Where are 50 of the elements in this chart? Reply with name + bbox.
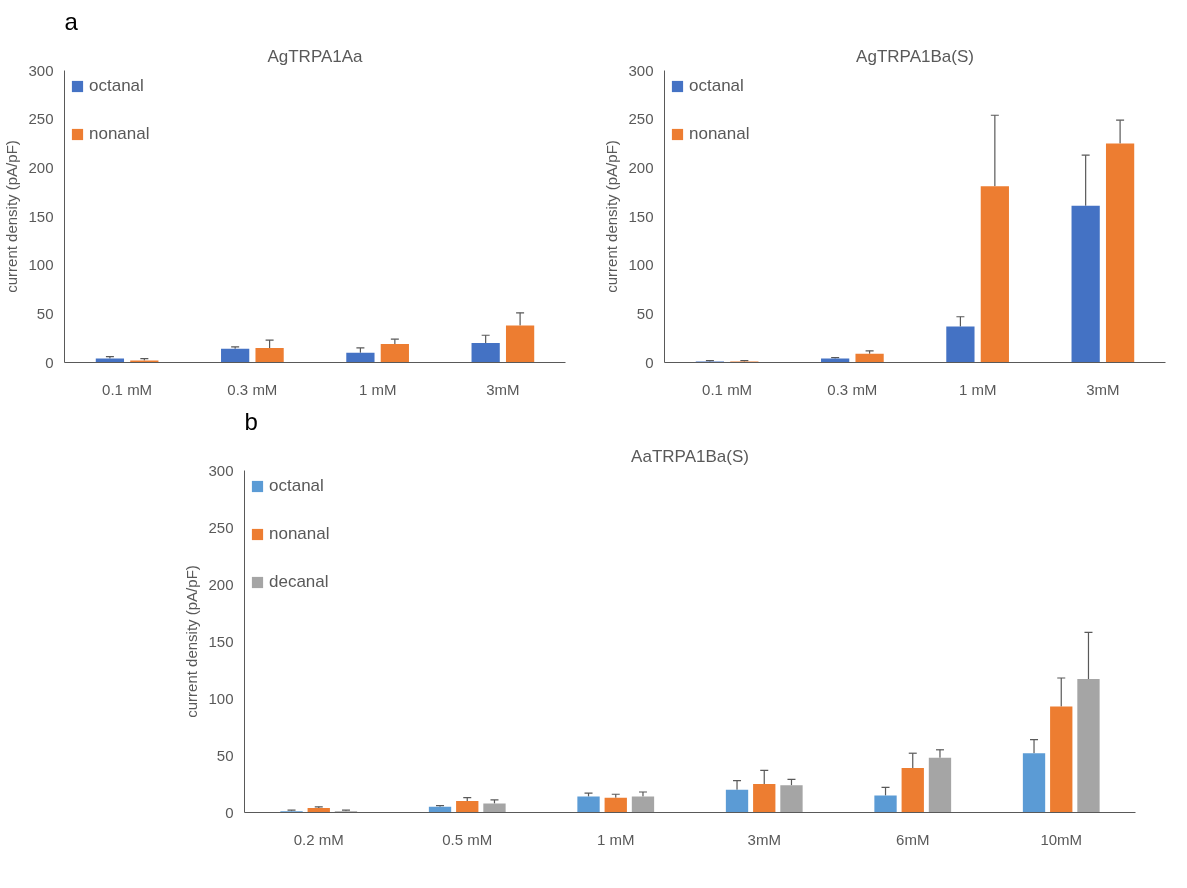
x-tick-label: 6mM	[896, 830, 930, 848]
x-tick-label: 3mM	[486, 380, 520, 398]
y-tick-label: 200	[628, 158, 654, 176]
y-axis-title: current density (pA/pF)	[183, 565, 201, 718]
x-tick-label: 0.3 mM	[227, 380, 278, 398]
y-tick-label: 150	[28, 207, 54, 225]
y-tick-label: 0	[225, 803, 234, 821]
x-tick-label: 0.3 mM	[827, 380, 878, 398]
legend-label: octanal	[89, 76, 144, 96]
y-axis-title: current density (pA/pF)	[603, 140, 621, 293]
chart-title: AgTRPA1Ba(S)	[856, 46, 974, 66]
x-tick-label: 0.2 mM	[293, 830, 344, 848]
y-tick-label: 0	[645, 353, 654, 371]
y-tick-label: 200	[28, 158, 54, 176]
x-tick-label: 0.1 mM	[702, 380, 753, 398]
y-tick-label: 250	[628, 110, 654, 128]
x-tick-label: 0.5 mM	[442, 830, 493, 848]
y-tick-label: 150	[208, 632, 234, 650]
x-tick-label: 1 mM	[597, 830, 635, 848]
chart-title: AaTRPA1Ba(S)	[631, 446, 749, 466]
y-tick-label: 0	[45, 353, 54, 371]
y-axis-title: current density (pA/pF)	[3, 140, 21, 293]
y-tick-label: 100	[28, 256, 54, 274]
y-tick-label: 50	[216, 746, 234, 764]
y-tick-label: 100	[208, 689, 234, 707]
x-tick-label: 0.1 mM	[102, 380, 153, 398]
legend-label: octanal	[689, 76, 744, 96]
y-tick-label: 50	[36, 304, 54, 322]
y-tick-label: 300	[28, 61, 54, 79]
y-tick-label: 50	[636, 304, 654, 322]
y-tick-label: 150	[628, 207, 654, 225]
legend-label: octanal	[269, 476, 324, 496]
y-tick-label: 300	[628, 61, 654, 79]
legend-label: nonanal	[269, 524, 330, 544]
y-tick-label: 200	[208, 575, 234, 593]
y-tick-label: 300	[208, 461, 234, 479]
y-tick-label: 100	[628, 256, 654, 274]
chart-title: AgTRPA1Aa	[267, 46, 364, 66]
legend-label: nonanal	[689, 124, 750, 144]
y-tick-label: 250	[208, 518, 234, 536]
legend-label: decanal	[269, 572, 329, 592]
x-tick-label: 1 mM	[358, 380, 397, 398]
legend-label: nonanal	[89, 124, 150, 144]
x-tick-label: 10mM	[1040, 830, 1083, 848]
x-tick-label: 3mM	[747, 830, 781, 848]
x-tick-label: 3mM	[1086, 380, 1120, 398]
y-tick-label: 250	[28, 110, 54, 128]
x-tick-label: 1 mM	[958, 380, 997, 398]
text: a	[64, 7, 79, 35]
text: b	[244, 407, 258, 435]
